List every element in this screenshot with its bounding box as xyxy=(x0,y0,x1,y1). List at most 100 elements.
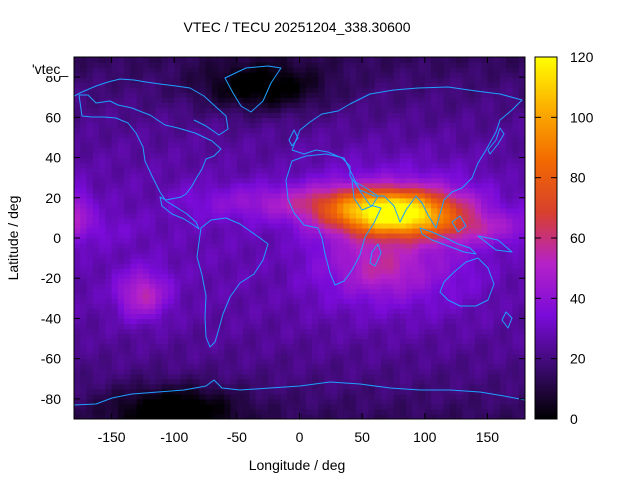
heatmap-cell xyxy=(437,72,445,78)
heatmap-cell xyxy=(92,248,100,254)
heatmap-cell xyxy=(230,222,238,229)
heatmap-cell xyxy=(80,278,88,284)
heatmap-cell xyxy=(236,142,244,149)
heatmap-cell xyxy=(180,162,188,169)
heatmap-cell xyxy=(117,343,125,350)
heatmap-cell xyxy=(180,333,188,340)
heatmap-cell xyxy=(86,67,94,73)
heatmap-cell xyxy=(280,353,288,360)
heatmap-cell xyxy=(286,263,294,269)
heatmap-cell xyxy=(412,227,420,234)
heatmap-cell xyxy=(380,142,388,149)
heatmap-cell xyxy=(218,102,225,108)
heatmap-cell xyxy=(487,363,495,370)
heatmap-cell xyxy=(462,147,470,154)
heatmap-cell xyxy=(180,212,188,219)
heatmap-cell xyxy=(412,288,420,294)
heatmap-cell xyxy=(124,202,131,209)
heatmap-cell xyxy=(380,248,388,254)
heatmap-cell xyxy=(218,207,225,214)
heatmap-cell xyxy=(512,82,520,88)
heatmap-cell xyxy=(506,187,514,194)
heatmap-cell xyxy=(186,308,194,315)
heatmap-cell xyxy=(362,318,369,325)
heatmap-cell xyxy=(449,102,457,108)
heatmap-cell xyxy=(468,137,476,144)
heatmap-cell xyxy=(431,343,438,350)
heatmap-cell xyxy=(393,388,401,395)
heatmap-cell xyxy=(324,197,332,204)
heatmap-cell xyxy=(418,293,426,299)
heatmap-cell xyxy=(474,157,482,164)
heatmap-cell xyxy=(474,147,482,154)
heatmap-cell xyxy=(437,363,445,370)
heatmap-cell xyxy=(211,102,219,108)
heatmap-cell xyxy=(343,293,351,299)
heatmap-cell xyxy=(387,393,395,400)
heatmap-cell xyxy=(86,363,94,370)
heatmap-cell xyxy=(205,303,213,309)
heatmap-cell xyxy=(518,298,525,304)
heatmap-cell xyxy=(205,328,213,335)
heatmap-cell xyxy=(324,338,332,345)
heatmap-cell xyxy=(493,172,501,179)
heatmap-cell xyxy=(506,403,514,410)
heatmap-cell xyxy=(117,258,125,264)
heatmap-cell xyxy=(474,192,482,199)
heatmap-cell xyxy=(431,293,438,299)
heatmap-cell xyxy=(280,338,288,345)
heatmap-cell xyxy=(324,117,332,123)
heatmap-cell xyxy=(468,102,476,108)
heatmap-cell xyxy=(362,378,369,385)
heatmap-cell xyxy=(280,293,288,299)
heatmap-cell xyxy=(312,92,319,98)
heatmap-cell xyxy=(293,293,301,299)
heatmap-cell xyxy=(155,157,163,164)
heatmap-cell xyxy=(92,358,100,365)
heatmap-cell xyxy=(443,308,451,315)
heatmap-cell xyxy=(437,117,445,123)
heatmap-cell xyxy=(449,192,457,199)
heatmap-cell xyxy=(355,147,363,154)
heatmap-cell xyxy=(167,363,175,370)
heatmap-cell xyxy=(324,238,332,244)
heatmap-cell xyxy=(174,293,182,299)
heatmap-cell xyxy=(337,328,344,335)
heatmap-cell xyxy=(312,313,319,320)
heatmap-cell xyxy=(274,232,282,239)
heatmap-cell xyxy=(274,92,282,98)
heatmap-cell xyxy=(286,313,294,320)
heatmap-cell xyxy=(167,373,175,380)
heatmap-cell xyxy=(355,323,363,330)
heatmap-cell xyxy=(493,328,501,335)
heatmap-cell xyxy=(368,172,376,179)
heatmap-cell xyxy=(368,217,376,224)
heatmap-cell xyxy=(506,373,514,380)
heatmap-cell xyxy=(230,338,238,345)
heatmap-cell xyxy=(249,413,257,419)
heatmap-cell xyxy=(99,413,106,419)
heatmap-cell xyxy=(230,403,238,410)
heatmap-cell xyxy=(205,222,213,229)
heatmap-cell xyxy=(506,348,514,355)
heatmap-cell xyxy=(155,278,163,284)
heatmap-cell xyxy=(368,77,376,83)
heatmap-cell xyxy=(124,393,131,400)
heatmap-cell xyxy=(443,72,451,78)
heatmap-cell xyxy=(211,403,219,410)
heatmap-cell xyxy=(205,212,213,219)
heatmap-cell xyxy=(412,222,420,229)
heatmap-cell xyxy=(456,318,463,325)
heatmap-cell xyxy=(224,278,232,284)
heatmap-cell xyxy=(136,172,144,179)
heatmap-cell xyxy=(330,323,338,330)
heatmap-cell xyxy=(312,142,319,149)
heatmap-cell xyxy=(355,248,363,254)
heatmap-cell xyxy=(512,122,520,128)
heatmap-cell xyxy=(124,373,131,380)
heatmap-cell xyxy=(111,102,119,108)
heatmap-cell xyxy=(474,132,482,139)
heatmap-cell xyxy=(424,102,432,108)
heatmap-cell xyxy=(506,167,514,174)
heatmap-cell xyxy=(456,258,463,264)
